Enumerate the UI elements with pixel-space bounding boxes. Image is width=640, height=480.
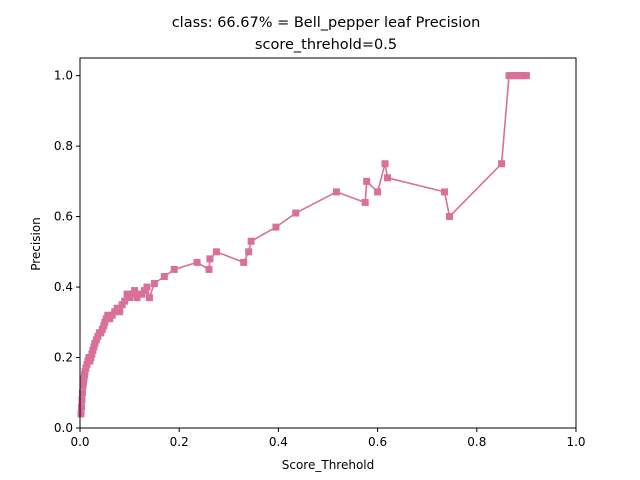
data-point (108, 311, 116, 319)
data-point (80, 371, 88, 379)
x-tick-label: 0.4 (269, 435, 288, 449)
data-point (361, 198, 369, 206)
x-tick-label: 0.8 (467, 435, 486, 449)
data-point (86, 357, 94, 365)
data-point (384, 174, 392, 182)
data-point (126, 294, 134, 302)
data-point (212, 248, 220, 256)
y-axis-label: Precision (29, 217, 43, 271)
x-axis: 0.0 0.2 0.4 0.6 0.8 1.0 (70, 428, 586, 449)
data-point (446, 213, 454, 221)
data-point (363, 177, 371, 185)
series-layer (77, 72, 530, 418)
data-point (106, 315, 114, 323)
data-point (111, 308, 119, 316)
data-point (145, 294, 153, 302)
chart-title-line2: score_threhold=0.5 (255, 37, 397, 53)
x-tick-label: 1.0 (566, 435, 585, 449)
x-axis-label: Score_Threhold (282, 458, 375, 472)
data-point (123, 290, 131, 298)
data-point (94, 332, 102, 340)
data-point (90, 343, 98, 351)
data-point (116, 308, 124, 316)
data-point (140, 287, 148, 295)
y-tick-label: 0.6 (54, 210, 73, 224)
data-point (206, 255, 214, 263)
data-point (77, 403, 85, 411)
y-tick-label: 0.8 (54, 139, 73, 153)
data-point (81, 368, 89, 376)
data-point (121, 297, 129, 305)
data-point (133, 294, 141, 302)
plot-frame (79, 57, 577, 429)
data-point (89, 346, 97, 354)
data-point (170, 265, 178, 273)
x-tick-label: 0.6 (368, 435, 387, 449)
series-line (80, 74, 527, 414)
data-point (79, 382, 87, 390)
y-axis: 0.0 0.2 0.4 0.6 0.8 1.0 (54, 69, 80, 435)
data-point (83, 361, 91, 369)
data-point (193, 258, 201, 266)
data-point (522, 72, 530, 80)
data-point (131, 287, 139, 295)
data-point (87, 354, 95, 362)
data-point (88, 350, 96, 358)
data-point (104, 311, 112, 319)
data-point (332, 188, 340, 196)
x-tick-label: 0.0 (70, 435, 89, 449)
x-tick-label: 0.2 (170, 435, 189, 449)
data-point (374, 188, 382, 196)
data-point (150, 280, 158, 288)
data-point (381, 160, 389, 168)
data-point (138, 290, 146, 298)
data-point (143, 283, 151, 291)
data-point (160, 272, 168, 280)
data-point (272, 223, 280, 231)
y-tick-label: 0.2 (54, 351, 73, 365)
data-point (78, 389, 86, 397)
data-point (247, 237, 255, 245)
data-point (441, 188, 449, 196)
y-tick-label: 1.0 (54, 69, 73, 83)
data-point (97, 329, 105, 337)
data-point (78, 396, 86, 404)
data-point (128, 290, 136, 298)
data-point (240, 258, 248, 266)
data-point (498, 160, 506, 168)
data-point (82, 364, 90, 372)
data-point (80, 375, 88, 383)
data-point (205, 265, 213, 273)
data-point (92, 336, 100, 344)
data-point (118, 301, 126, 309)
y-tick-label: 0.0 (54, 421, 73, 435)
data-point (292, 209, 300, 217)
data-point (91, 339, 99, 347)
data-point (79, 378, 87, 386)
data-point (245, 248, 253, 256)
data-point (100, 322, 108, 330)
y-tick-label: 0.4 (54, 280, 73, 294)
data-point (77, 410, 85, 418)
data-point (98, 325, 106, 333)
data-point (113, 304, 121, 312)
data-point (101, 318, 109, 326)
chart-title-line1: class: 66.67% = Bell_pepper leaf Precisi… (172, 15, 481, 31)
